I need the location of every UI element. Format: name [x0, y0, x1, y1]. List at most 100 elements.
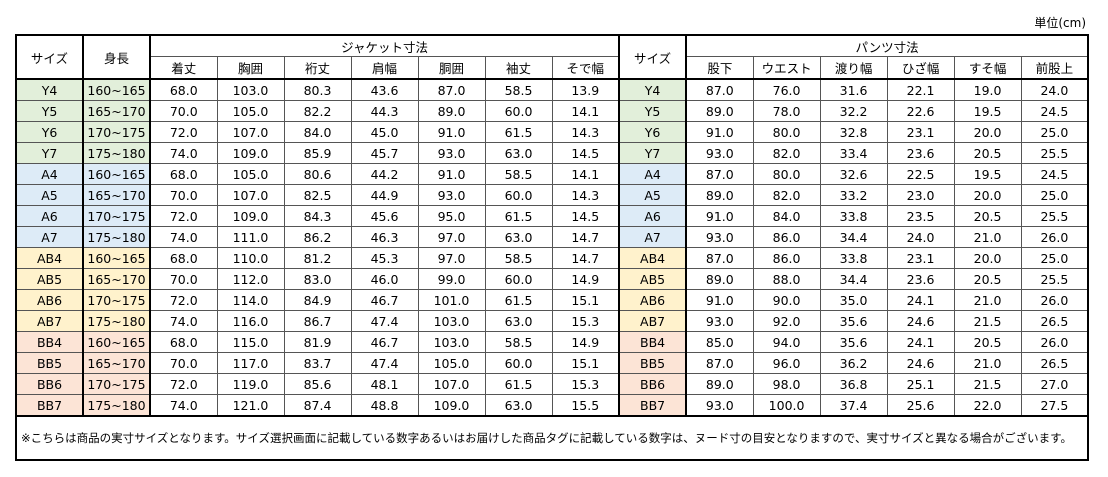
jacket-value-cell: 103.0 [417, 331, 486, 353]
pants-group-header: パンツ寸法 [685, 34, 1090, 57]
jacket-value-cell: 58.5 [484, 78, 553, 101]
table-row: AB5 165~170 70.0 112.0 83.0 46.0 99.0 60.0 14.9 A… [15, 268, 1090, 290]
size-cell: BB5 [15, 352, 84, 374]
jacket-value-cell: 58.5 [484, 331, 553, 353]
jacket-value-cell: 110.0 [216, 247, 285, 269]
pants-value-cell: 22.5 [886, 163, 955, 185]
height-cell: 170~175 [82, 373, 151, 395]
pants-col-header: 前股上 [1020, 56, 1090, 80]
height-cell: 165~170 [82, 352, 151, 374]
jacket-value-cell: 14.3 [551, 184, 621, 206]
pants-value-cell: 22.6 [886, 100, 955, 122]
pants-value-cell: 87.0 [685, 247, 754, 269]
pants-value-cell: 25.1 [886, 373, 955, 395]
jacket-value-cell: 81.9 [283, 331, 352, 353]
jacket-value-cell: 97.0 [417, 226, 486, 248]
pants-size-cell: AB7 [618, 310, 688, 332]
jacket-value-cell: 119.0 [216, 373, 285, 395]
jacket-value-cell: 46.7 [350, 331, 419, 353]
pants-value-cell: 89.0 [685, 373, 754, 395]
pants-value-cell: 33.2 [819, 184, 888, 206]
pants-value-cell: 20.5 [953, 331, 1022, 353]
pants-col-header: ウエスト [752, 56, 821, 80]
jacket-value-cell: 80.3 [283, 78, 352, 101]
table-row: AB7 175~180 74.0 116.0 86.7 47.4 103.0 63.0 15.3… [15, 310, 1090, 332]
size-cell: BB6 [15, 373, 84, 395]
pants-size-cell: AB4 [618, 247, 688, 269]
jacket-value-cell: 46.0 [350, 268, 419, 290]
jacket-value-cell: 45.0 [350, 121, 419, 143]
size-cell: Y5 [15, 100, 84, 122]
jacket-value-cell: 45.6 [350, 205, 419, 227]
table-row: Y5 165~170 70.0 105.0 82.2 44.3 89.0 60.0 14.1 Y5… [15, 100, 1090, 122]
pants-value-cell: 21.0 [953, 226, 1022, 248]
jacket-value-cell: 15.1 [551, 352, 621, 374]
jacket-value-cell: 15.5 [551, 394, 621, 417]
pants-value-cell: 80.0 [752, 121, 821, 143]
jacket-value-cell: 14.7 [551, 247, 621, 269]
jacket-value-cell: 15.3 [551, 310, 621, 332]
pants-value-cell: 23.5 [886, 205, 955, 227]
pants-size-cell: Y5 [618, 100, 688, 122]
jacket-value-cell: 109.0 [216, 142, 285, 164]
size-header: サイズ [15, 34, 84, 80]
jacket-value-cell: 99.0 [417, 268, 486, 290]
pants-size-cell: A5 [618, 184, 688, 206]
pants-size-cell: Y6 [618, 121, 688, 143]
size-cell: A7 [15, 226, 84, 248]
pants-value-cell: 89.0 [685, 184, 754, 206]
pants-value-cell: 24.6 [886, 352, 955, 374]
jacket-value-cell: 63.0 [484, 310, 553, 332]
jacket-value-cell: 14.3 [551, 121, 621, 143]
jacket-value-cell: 82.2 [283, 100, 352, 122]
jacket-value-cell: 103.0 [216, 78, 285, 101]
jacket-value-cell: 86.7 [283, 310, 352, 332]
pants-value-cell: 89.0 [685, 268, 754, 290]
jacket-value-cell: 74.0 [149, 226, 218, 248]
height-cell: 165~170 [82, 268, 151, 290]
table-row: Y6 170~175 72.0 107.0 84.0 45.0 91.0 61.5 14.3 Y6… [15, 121, 1090, 143]
jacket-value-cell: 84.3 [283, 205, 352, 227]
jacket-value-cell: 111.0 [216, 226, 285, 248]
jacket-value-cell: 58.5 [484, 247, 553, 269]
height-cell: 160~165 [82, 163, 151, 185]
jacket-value-cell: 109.0 [216, 205, 285, 227]
jacket-value-cell: 60.0 [484, 268, 553, 290]
pants-value-cell: 21.0 [953, 289, 1022, 311]
table-row: BB7 175~180 74.0 121.0 87.4 48.8 109.0 63.0 15.5… [15, 394, 1090, 417]
jacket-value-cell: 85.6 [283, 373, 352, 395]
pants-value-cell: 93.0 [685, 142, 754, 164]
pants-value-cell: 25.0 [1020, 184, 1090, 206]
pants-value-cell: 26.5 [1020, 352, 1090, 374]
jacket-value-cell: 116.0 [216, 310, 285, 332]
pants-value-cell: 93.0 [685, 226, 754, 248]
jacket-value-cell: 115.0 [216, 331, 285, 353]
pants-value-cell: 21.0 [953, 352, 1022, 374]
jacket-value-cell: 89.0 [417, 100, 486, 122]
jacket-value-cell: 48.1 [350, 373, 419, 395]
jacket-value-cell: 61.5 [484, 373, 553, 395]
jacket-value-cell: 68.0 [149, 78, 218, 101]
height-cell: 165~170 [82, 184, 151, 206]
pants-size-cell: BB7 [618, 394, 688, 417]
pants-value-cell: 93.0 [685, 394, 754, 417]
pants-value-cell: 93.0 [685, 310, 754, 332]
pants-value-cell: 88.0 [752, 268, 821, 290]
table-row: A5 165~170 70.0 107.0 82.5 44.9 93.0 60.0 14.3 A5… [15, 184, 1090, 206]
pants-value-cell: 23.1 [886, 121, 955, 143]
jacket-value-cell: 45.3 [350, 247, 419, 269]
pants-value-cell: 91.0 [685, 121, 754, 143]
jacket-value-cell: 14.9 [551, 268, 621, 290]
jacket-value-cell: 84.0 [283, 121, 352, 143]
pants-value-cell: 25.6 [886, 394, 955, 417]
jacket-value-cell: 95.0 [417, 205, 486, 227]
pants-col-header: 渡り幅 [819, 56, 888, 80]
pants-col-header: すそ幅 [953, 56, 1022, 80]
jacket-value-cell: 60.0 [484, 352, 553, 374]
pants-value-cell: 80.0 [752, 163, 821, 185]
size-cell: Y4 [15, 78, 84, 101]
pants-value-cell: 33.4 [819, 142, 888, 164]
jacket-value-cell: 70.0 [149, 100, 218, 122]
jacket-value-cell: 84.9 [283, 289, 352, 311]
pants-value-cell: 24.0 [1020, 78, 1090, 101]
